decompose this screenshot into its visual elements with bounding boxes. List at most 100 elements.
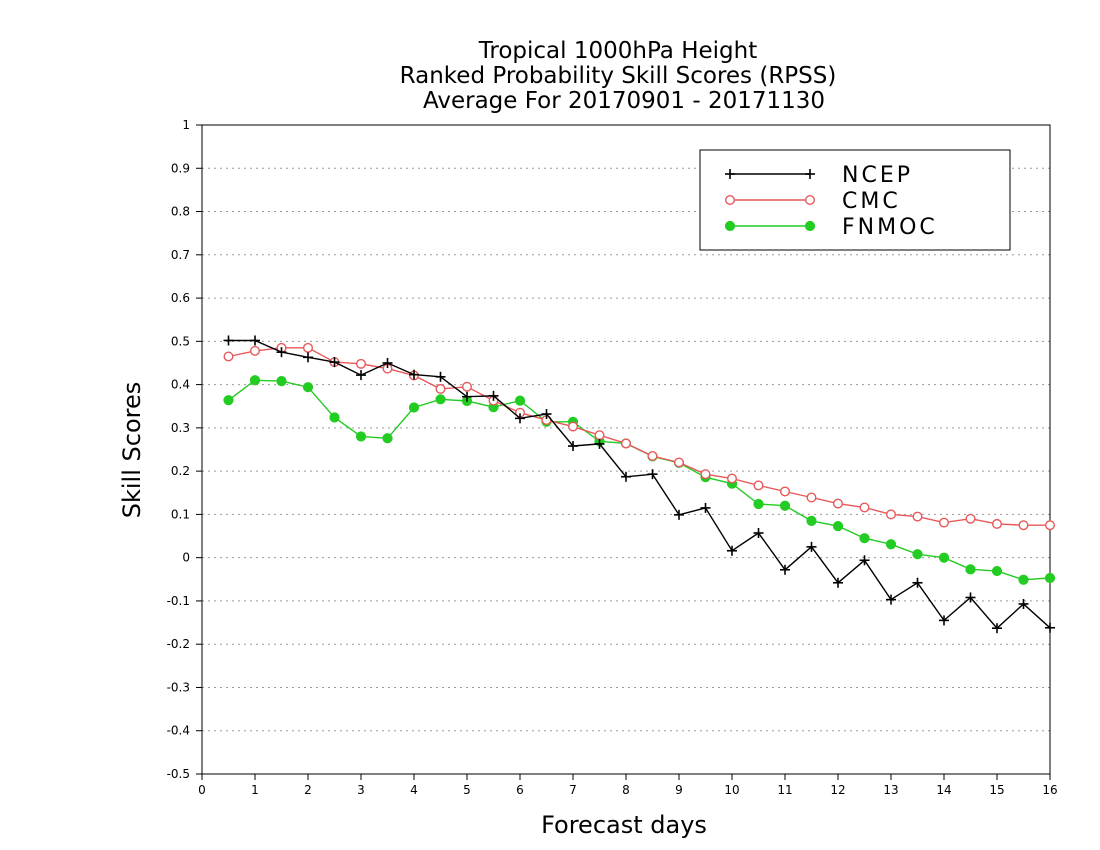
y-tick-label: -0.5 bbox=[167, 767, 190, 781]
series-line-cmc bbox=[228, 347, 1050, 526]
y-tick-label: 0.2 bbox=[171, 464, 190, 478]
x-tick-label: 16 bbox=[1042, 783, 1057, 797]
x-tick-label: 10 bbox=[724, 783, 739, 797]
data-point-ncep bbox=[223, 335, 234, 346]
data-point-cmc bbox=[356, 358, 367, 369]
legend-item-ncep: NCEP bbox=[725, 163, 913, 188]
legend-marker bbox=[805, 194, 816, 205]
data-point-cmc bbox=[621, 438, 632, 449]
data-point-ncep bbox=[780, 564, 790, 575]
legend-marker bbox=[724, 220, 736, 232]
data-point-fnmoc bbox=[779, 500, 791, 511]
data-point-fnmoc bbox=[435, 394, 446, 405]
data-point-cmc bbox=[249, 345, 260, 356]
legend-label: CMC bbox=[842, 189, 901, 214]
data-point-ncep bbox=[594, 438, 605, 449]
data-point-fnmoc bbox=[832, 520, 844, 532]
y-axis-label: Skill Scores bbox=[118, 382, 146, 519]
data-point-fnmoc bbox=[806, 515, 817, 526]
data-point-cmc bbox=[674, 457, 685, 468]
data-point-fnmoc bbox=[1018, 574, 1029, 585]
x-tick-label: 4 bbox=[410, 783, 418, 797]
data-point-ncep bbox=[276, 347, 287, 358]
data-point-cmc bbox=[223, 351, 234, 362]
data-point-ncep bbox=[541, 409, 552, 420]
chart-title-line-2: Ranked Probability Skill Scores (RPSS) bbox=[400, 63, 837, 89]
data-point-ncep bbox=[329, 357, 340, 368]
series-line-fnmoc bbox=[228, 379, 1051, 581]
data-point-cmc bbox=[859, 502, 870, 513]
data-point-ncep bbox=[912, 577, 923, 588]
x-tick-label: 5 bbox=[463, 783, 471, 797]
y-tick-label: 1 bbox=[182, 118, 190, 132]
x-tick-label: 15 bbox=[989, 783, 1004, 797]
x-tick-label: 2 bbox=[304, 783, 312, 797]
data-point-cmc bbox=[833, 498, 844, 509]
data-point-cmc bbox=[939, 517, 950, 528]
data-point-cmc bbox=[886, 509, 897, 520]
data-point-fnmoc bbox=[276, 376, 287, 387]
data-point-fnmoc bbox=[965, 564, 976, 575]
legend-label: FNMOC bbox=[842, 215, 938, 240]
y-tick-label: 0.7 bbox=[171, 248, 190, 262]
x-tick-label: 13 bbox=[883, 783, 898, 797]
data-point-ncep bbox=[303, 352, 313, 363]
x-tick-label: 11 bbox=[777, 783, 792, 797]
data-point-cmc bbox=[1044, 520, 1055, 531]
legend-item-fnmoc: FNMOC bbox=[724, 215, 938, 240]
data-point-cmc bbox=[435, 383, 446, 394]
data-point-cmc bbox=[303, 342, 314, 353]
chart-title-line-1: Tropical 1000hPa Height bbox=[478, 38, 758, 64]
data-point-cmc bbox=[992, 518, 1003, 529]
x-tick-label: 8 bbox=[622, 783, 630, 797]
y-tick-label: -0.3 bbox=[167, 680, 190, 694]
data-point-ncep bbox=[992, 623, 1002, 634]
data-point-cmc bbox=[727, 473, 738, 484]
x-axis-label: Forecast days bbox=[541, 811, 707, 839]
data-point-fnmoc bbox=[223, 395, 234, 406]
data-point-fnmoc bbox=[991, 565, 1003, 577]
data-point-ncep bbox=[409, 369, 419, 380]
x-tick-label: 14 bbox=[936, 783, 951, 797]
data-point-cmc bbox=[780, 486, 791, 497]
data-point-fnmoc bbox=[408, 402, 420, 413]
data-point-fnmoc bbox=[1044, 572, 1056, 584]
data-point-ncep bbox=[356, 370, 366, 381]
x-tick-label: 1 bbox=[251, 783, 259, 797]
data-point-ncep bbox=[647, 469, 658, 480]
data-point-ncep bbox=[515, 413, 525, 424]
series-layer bbox=[223, 335, 1056, 634]
chart-subtitle: Average For 20170901 - 20171130 bbox=[423, 88, 825, 114]
y-tick-label: 0.4 bbox=[171, 378, 190, 392]
data-point-cmc bbox=[700, 469, 711, 480]
data-point-cmc bbox=[806, 492, 817, 503]
legend-marker bbox=[804, 220, 816, 232]
y-tick-label: -0.2 bbox=[167, 637, 190, 651]
data-point-cmc bbox=[1018, 520, 1029, 531]
data-point-fnmoc bbox=[355, 431, 367, 442]
data-point-ncep bbox=[886, 594, 896, 605]
data-point-ncep bbox=[833, 577, 843, 588]
data-point-ncep bbox=[753, 528, 764, 539]
data-point-fnmoc bbox=[249, 375, 261, 386]
data-point-ncep bbox=[806, 541, 817, 552]
data-point-fnmoc bbox=[938, 552, 950, 563]
data-point-ncep bbox=[700, 502, 711, 513]
series-line-ncep bbox=[228, 339, 1051, 630]
legend-marker bbox=[725, 194, 736, 205]
data-point-ncep bbox=[939, 615, 949, 626]
x-tick-label: 3 bbox=[357, 783, 365, 797]
series-cmc bbox=[223, 342, 1055, 531]
x-tick-label: 0 bbox=[198, 783, 206, 797]
y-tick-label: 0.6 bbox=[171, 291, 190, 305]
data-point-ncep bbox=[1018, 598, 1029, 609]
x-axis: 0 1 2 3 4 5 6 7 8 9 10 11 12 13 14 15 16 bbox=[198, 774, 1058, 797]
legend-label: NCEP bbox=[842, 163, 913, 188]
data-point-ncep bbox=[965, 592, 976, 603]
data-point-ncep bbox=[568, 441, 578, 452]
data-point-fnmoc bbox=[859, 533, 870, 544]
x-tick-label: 9 bbox=[675, 783, 683, 797]
data-point-ncep bbox=[859, 555, 870, 566]
data-point-ncep bbox=[435, 371, 446, 382]
data-point-cmc bbox=[462, 381, 473, 392]
